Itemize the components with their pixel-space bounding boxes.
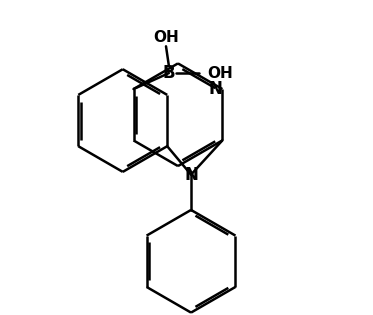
Text: N: N: [209, 80, 222, 98]
Text: OH: OH: [208, 66, 233, 81]
Text: OH: OH: [153, 30, 179, 45]
Text: B: B: [163, 64, 175, 82]
Text: N: N: [184, 166, 198, 184]
